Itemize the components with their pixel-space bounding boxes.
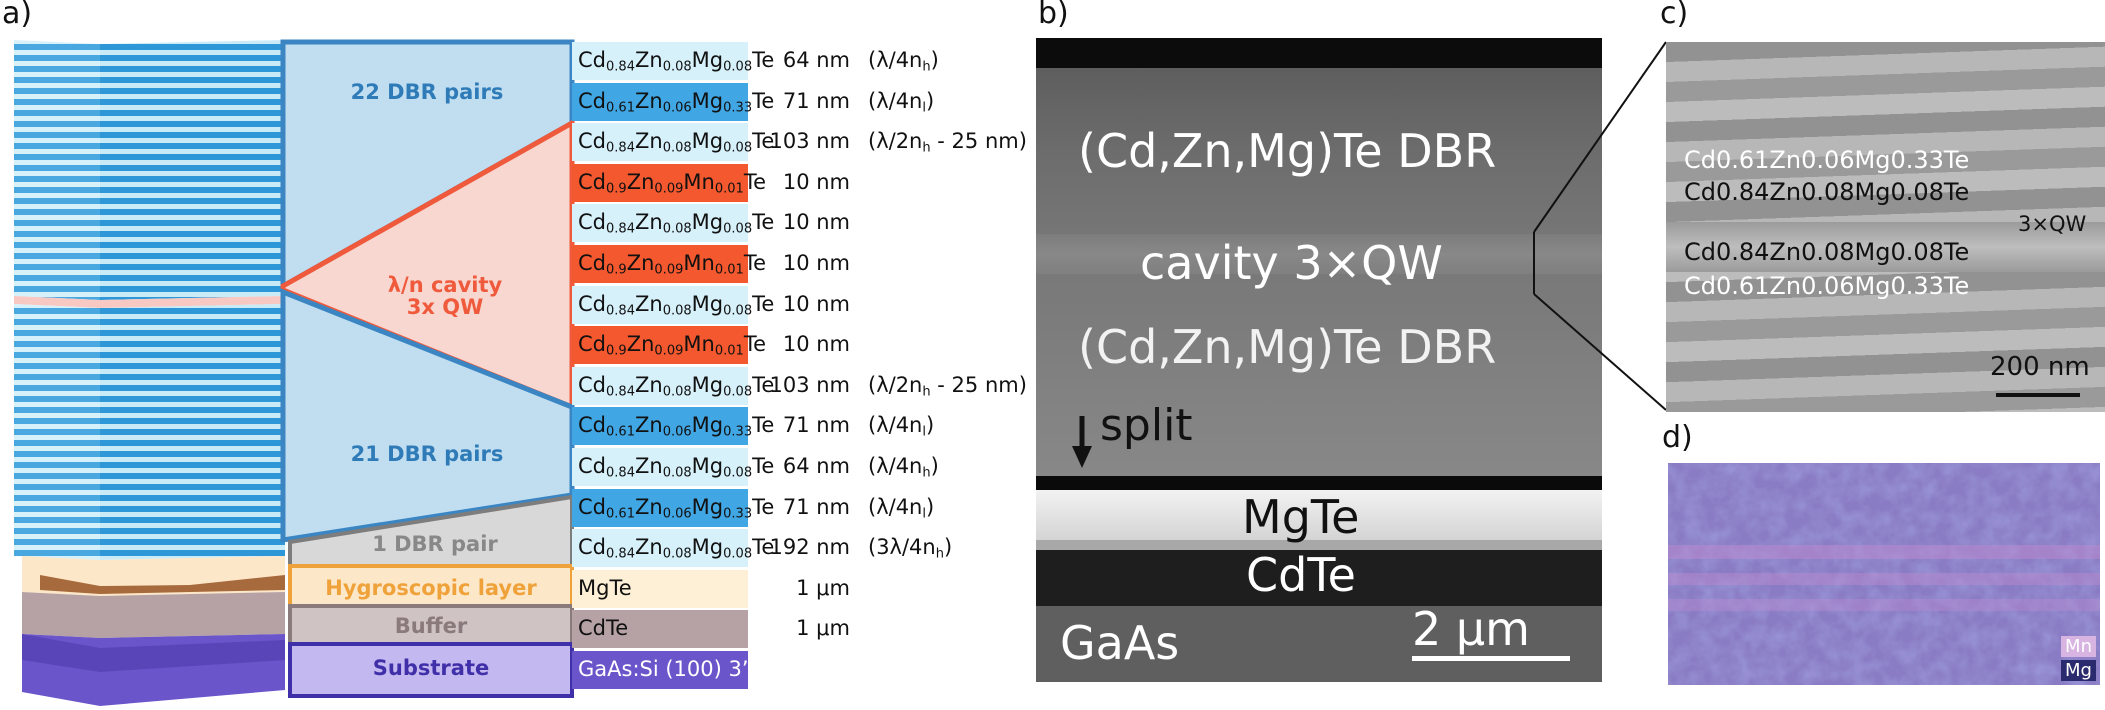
tem-scale-label: 2 μm xyxy=(1412,602,1530,656)
layer-swatch xyxy=(572,651,748,689)
layer-note: (λ/4nh) xyxy=(868,48,939,75)
layer-stack-3d xyxy=(14,39,575,706)
layer-swatch xyxy=(572,123,748,162)
zoom-line1: Cd0.61Zn0.06Mg0.33Te xyxy=(1684,146,1970,174)
tem-top-dbr-label: (Cd,Zn,Mg)Te DBR xyxy=(1078,124,1497,178)
layer-thickness: 71 nm xyxy=(782,88,850,113)
layer-note: (λ/4nl) xyxy=(868,413,935,441)
layer-swatch xyxy=(572,163,748,202)
label-hygroscopic: Hygroscopic layer xyxy=(325,576,537,600)
layer-swatch xyxy=(572,529,748,568)
layer-note: (λ/2nh - 25 nm) xyxy=(868,129,1027,156)
panel-b-label: b) xyxy=(1038,0,1069,31)
zoom-lines xyxy=(1533,41,1667,411)
zoom-line2: Cd0.84Zn0.08Mg0.08Te xyxy=(1684,178,1970,206)
layer-swatch xyxy=(572,366,748,405)
zoom-scale-bar xyxy=(1996,393,2080,397)
layer-swatch xyxy=(572,245,748,283)
zoom-tem-image: Cd0.61Zn0.06Mg0.33Te Cd0.84Zn0.08Mg0.08T… xyxy=(1666,42,2105,412)
layer-swatch xyxy=(572,610,748,649)
layer-thickness: 103 nm xyxy=(769,372,850,397)
layer-composition: MgTe xyxy=(578,575,632,600)
layer-thickness: 64 nm xyxy=(782,454,850,478)
layer-thickness: 103 nm xyxy=(769,129,850,154)
panel-c-label: c) xyxy=(1660,0,1689,31)
zoom-qw-label: 3×QW xyxy=(2018,212,2087,236)
label-cavity-line2: 3x QW xyxy=(406,295,484,319)
layer-thickness: 1 μm xyxy=(796,575,850,600)
layer-composition: Cd0.84Zn0.08Mg0.08Te xyxy=(578,291,775,319)
layer-composition: Cd0.9Zn0.09Mn0.01Te xyxy=(578,332,766,359)
eds-mg-legend: Mg xyxy=(2061,660,2096,681)
layer-swatch xyxy=(572,488,748,527)
label-21-dbr: 21 DBR pairs xyxy=(350,442,504,466)
tem-gaas-label: GaAs xyxy=(1060,616,1180,670)
layer-thickness: 10 nm xyxy=(782,291,850,316)
layer-note: (λ/2nh - 25 nm) xyxy=(868,372,1027,400)
tem-bottom-dbr-label: (Cd,Zn,Mg)Te DBR xyxy=(1078,320,1497,374)
tem-split-label: split xyxy=(1100,400,1193,451)
layer-composition: Cd0.84Zn0.08Mg0.08Te xyxy=(578,454,775,481)
buffer-region xyxy=(288,604,574,648)
layer-thickness: 10 nm xyxy=(782,332,850,357)
layer-composition: GaAs:Si (100) 3” xyxy=(578,657,753,681)
zoom-line4: Cd0.61Zn0.06Mg0.33Te xyxy=(1684,272,1970,300)
tem-mgte-label: MgTe xyxy=(1242,490,1360,544)
layer-swatch xyxy=(572,204,748,243)
zoom-line3: Cd0.84Zn0.08Mg0.08Te xyxy=(1684,238,1970,266)
layer-swatch xyxy=(572,42,748,80)
layer-note: (λ/4nl) xyxy=(868,88,935,116)
layer-thickness: 10 nm xyxy=(782,210,850,235)
layer-composition: Cd0.61Zn0.06Mg0.33Te xyxy=(578,413,775,441)
eds-mn-legend: Mn xyxy=(2061,636,2096,657)
layer-composition: Cd0.84Zn0.08Mg0.08Te xyxy=(578,372,775,400)
split-arrow-icon xyxy=(1072,416,1092,468)
layer-swatch xyxy=(572,569,748,608)
layer-composition: Cd0.84Zn0.08Mg0.08Te xyxy=(578,210,775,238)
zoom-scale-label: 200 nm xyxy=(1990,352,2090,382)
eds-map-image: Mn Mg xyxy=(1668,463,2100,685)
label-substrate: Substrate xyxy=(372,656,490,680)
layer-swatch xyxy=(572,326,748,365)
layer-swatch xyxy=(572,448,748,486)
label-22-dbr: 22 DBR pairs xyxy=(350,80,504,104)
layer-swatch xyxy=(572,285,748,324)
layer-composition: Cd0.84Zn0.08Mg0.08Te xyxy=(578,48,775,75)
layer-composition: Cd0.9Zn0.09Mn0.01Te xyxy=(578,169,766,197)
layer-composition: CdTe xyxy=(578,616,629,641)
layer-composition: Cd0.84Zn0.08Mg0.08Te xyxy=(578,129,775,156)
layer-thickness: 71 nm xyxy=(782,494,850,519)
layer-thickness: 10 nm xyxy=(782,251,850,275)
panel-a-label: a) xyxy=(2,0,33,31)
layer-swatch xyxy=(572,82,748,121)
tem-cavity-label: cavity 3×QW xyxy=(1140,236,1443,290)
layer-composition: Cd0.61Zn0.06Mg0.33Te xyxy=(578,494,775,522)
layer-thickness: 10 nm xyxy=(782,169,850,194)
layer-note: (λ/4nh) xyxy=(868,454,939,481)
layer-composition: Cd0.84Zn0.08Mg0.08Te xyxy=(578,535,775,562)
layer-note: (λ/4nl) xyxy=(868,494,935,522)
layer-note: (3λ/4nh) xyxy=(868,535,953,562)
tem-cdte-label: CdTe xyxy=(1246,548,1356,602)
layer-thickness: 1 μm xyxy=(796,616,850,641)
layer-thickness: 192 nm xyxy=(769,535,850,560)
label-cavity: λ/n cavity 3x QW xyxy=(300,274,590,318)
layer-swatch xyxy=(572,407,748,446)
layer-thickness: 64 nm xyxy=(782,48,850,72)
tem-image: (Cd,Zn,Mg)Te DBR cavity 3×QW (Cd,Zn,Mg)T… xyxy=(1036,38,1602,682)
layer-composition: Cd0.61Zn0.06Mg0.33Te xyxy=(578,88,775,116)
substrate-region xyxy=(288,642,574,698)
tem-scale-bar xyxy=(1412,656,1570,661)
panel-d-label: d) xyxy=(1662,420,1693,455)
label-buffer: Buffer xyxy=(394,614,468,638)
layer-composition: Cd0.9Zn0.09Mn0.01Te xyxy=(578,251,766,278)
label-cavity-line1: λ/n cavity xyxy=(387,273,503,297)
layer-thickness: 71 nm xyxy=(782,413,850,438)
label-1-dbr: 1 DBR pair xyxy=(372,532,498,556)
